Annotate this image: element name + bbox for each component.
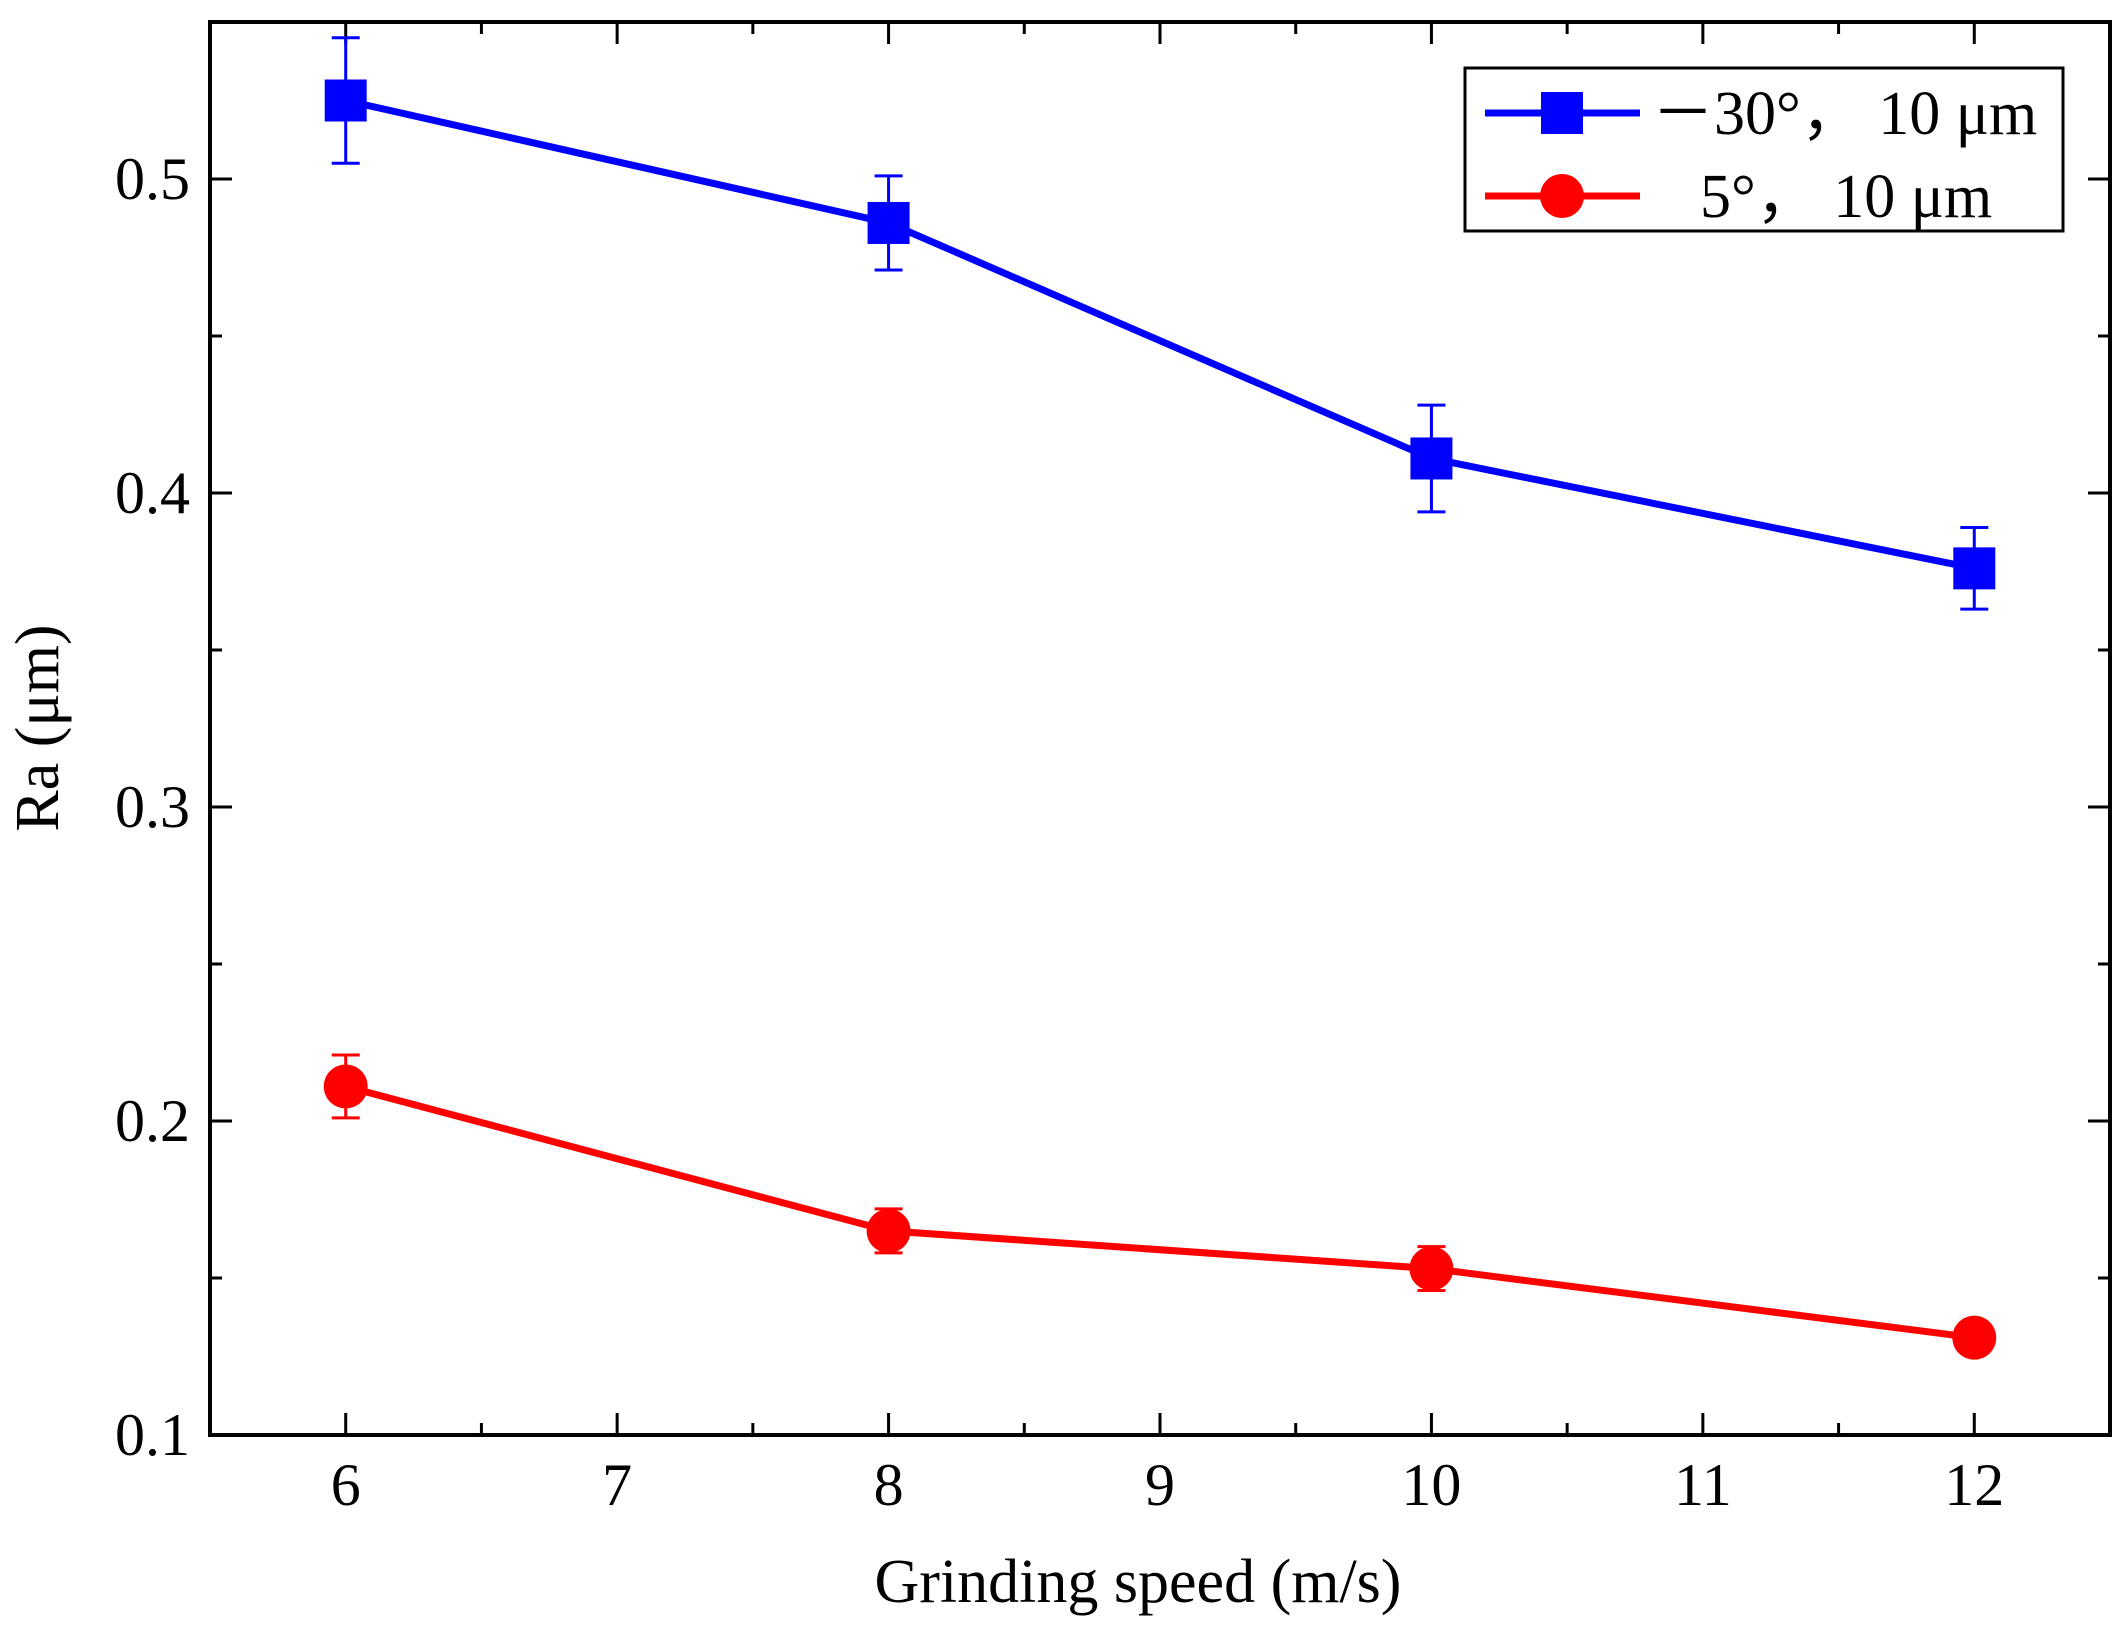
series-line [344,97,1975,572]
x-tick-label: 9 [1145,1452,1175,1518]
data-point [1409,1246,1454,1291]
x-tick-label: 12 [1944,1452,2004,1518]
x-tick-label: 8 [874,1452,904,1518]
data-point [866,1208,911,1253]
data-point [1953,547,1996,590]
data-point [323,1064,368,1109]
legend-marker [1541,92,1583,134]
legend-label: －30°， 10 μm [1652,80,2037,148]
x-tick-label: 11 [1674,1452,1732,1518]
plot-frame [208,20,2112,1437]
data-point [1952,1315,1997,1360]
series-1 [324,36,1996,611]
y-tick-label: 0.1 [115,1402,190,1468]
y-axis-title: Ra (μm) [4,624,72,831]
series-line [344,1083,1975,1342]
legend-label: 5°， 10 μm [1700,163,1992,231]
tick-marks [210,22,2110,1437]
x-tick-label: 10 [1401,1452,1461,1518]
y-tick-label: 0.5 [115,146,190,212]
x-tick-label: 7 [602,1452,632,1518]
y-tick-label: 0.2 [115,1088,190,1154]
x-tick-label: 6 [331,1452,361,1518]
data-point [1410,437,1453,480]
series-2 [323,1053,1997,1360]
y-tick-label: 0.3 [115,774,190,840]
y-tick-label: 0.4 [115,460,190,526]
x-axis-title: Grinding speed (m/s) [875,1548,1402,1616]
legend-marker [1540,174,1584,218]
data-point [324,79,367,122]
data-point [867,201,910,244]
legend: －30°， 10 μm 5°， 10 μm [1463,66,2065,233]
series-layer [323,36,1997,1360]
